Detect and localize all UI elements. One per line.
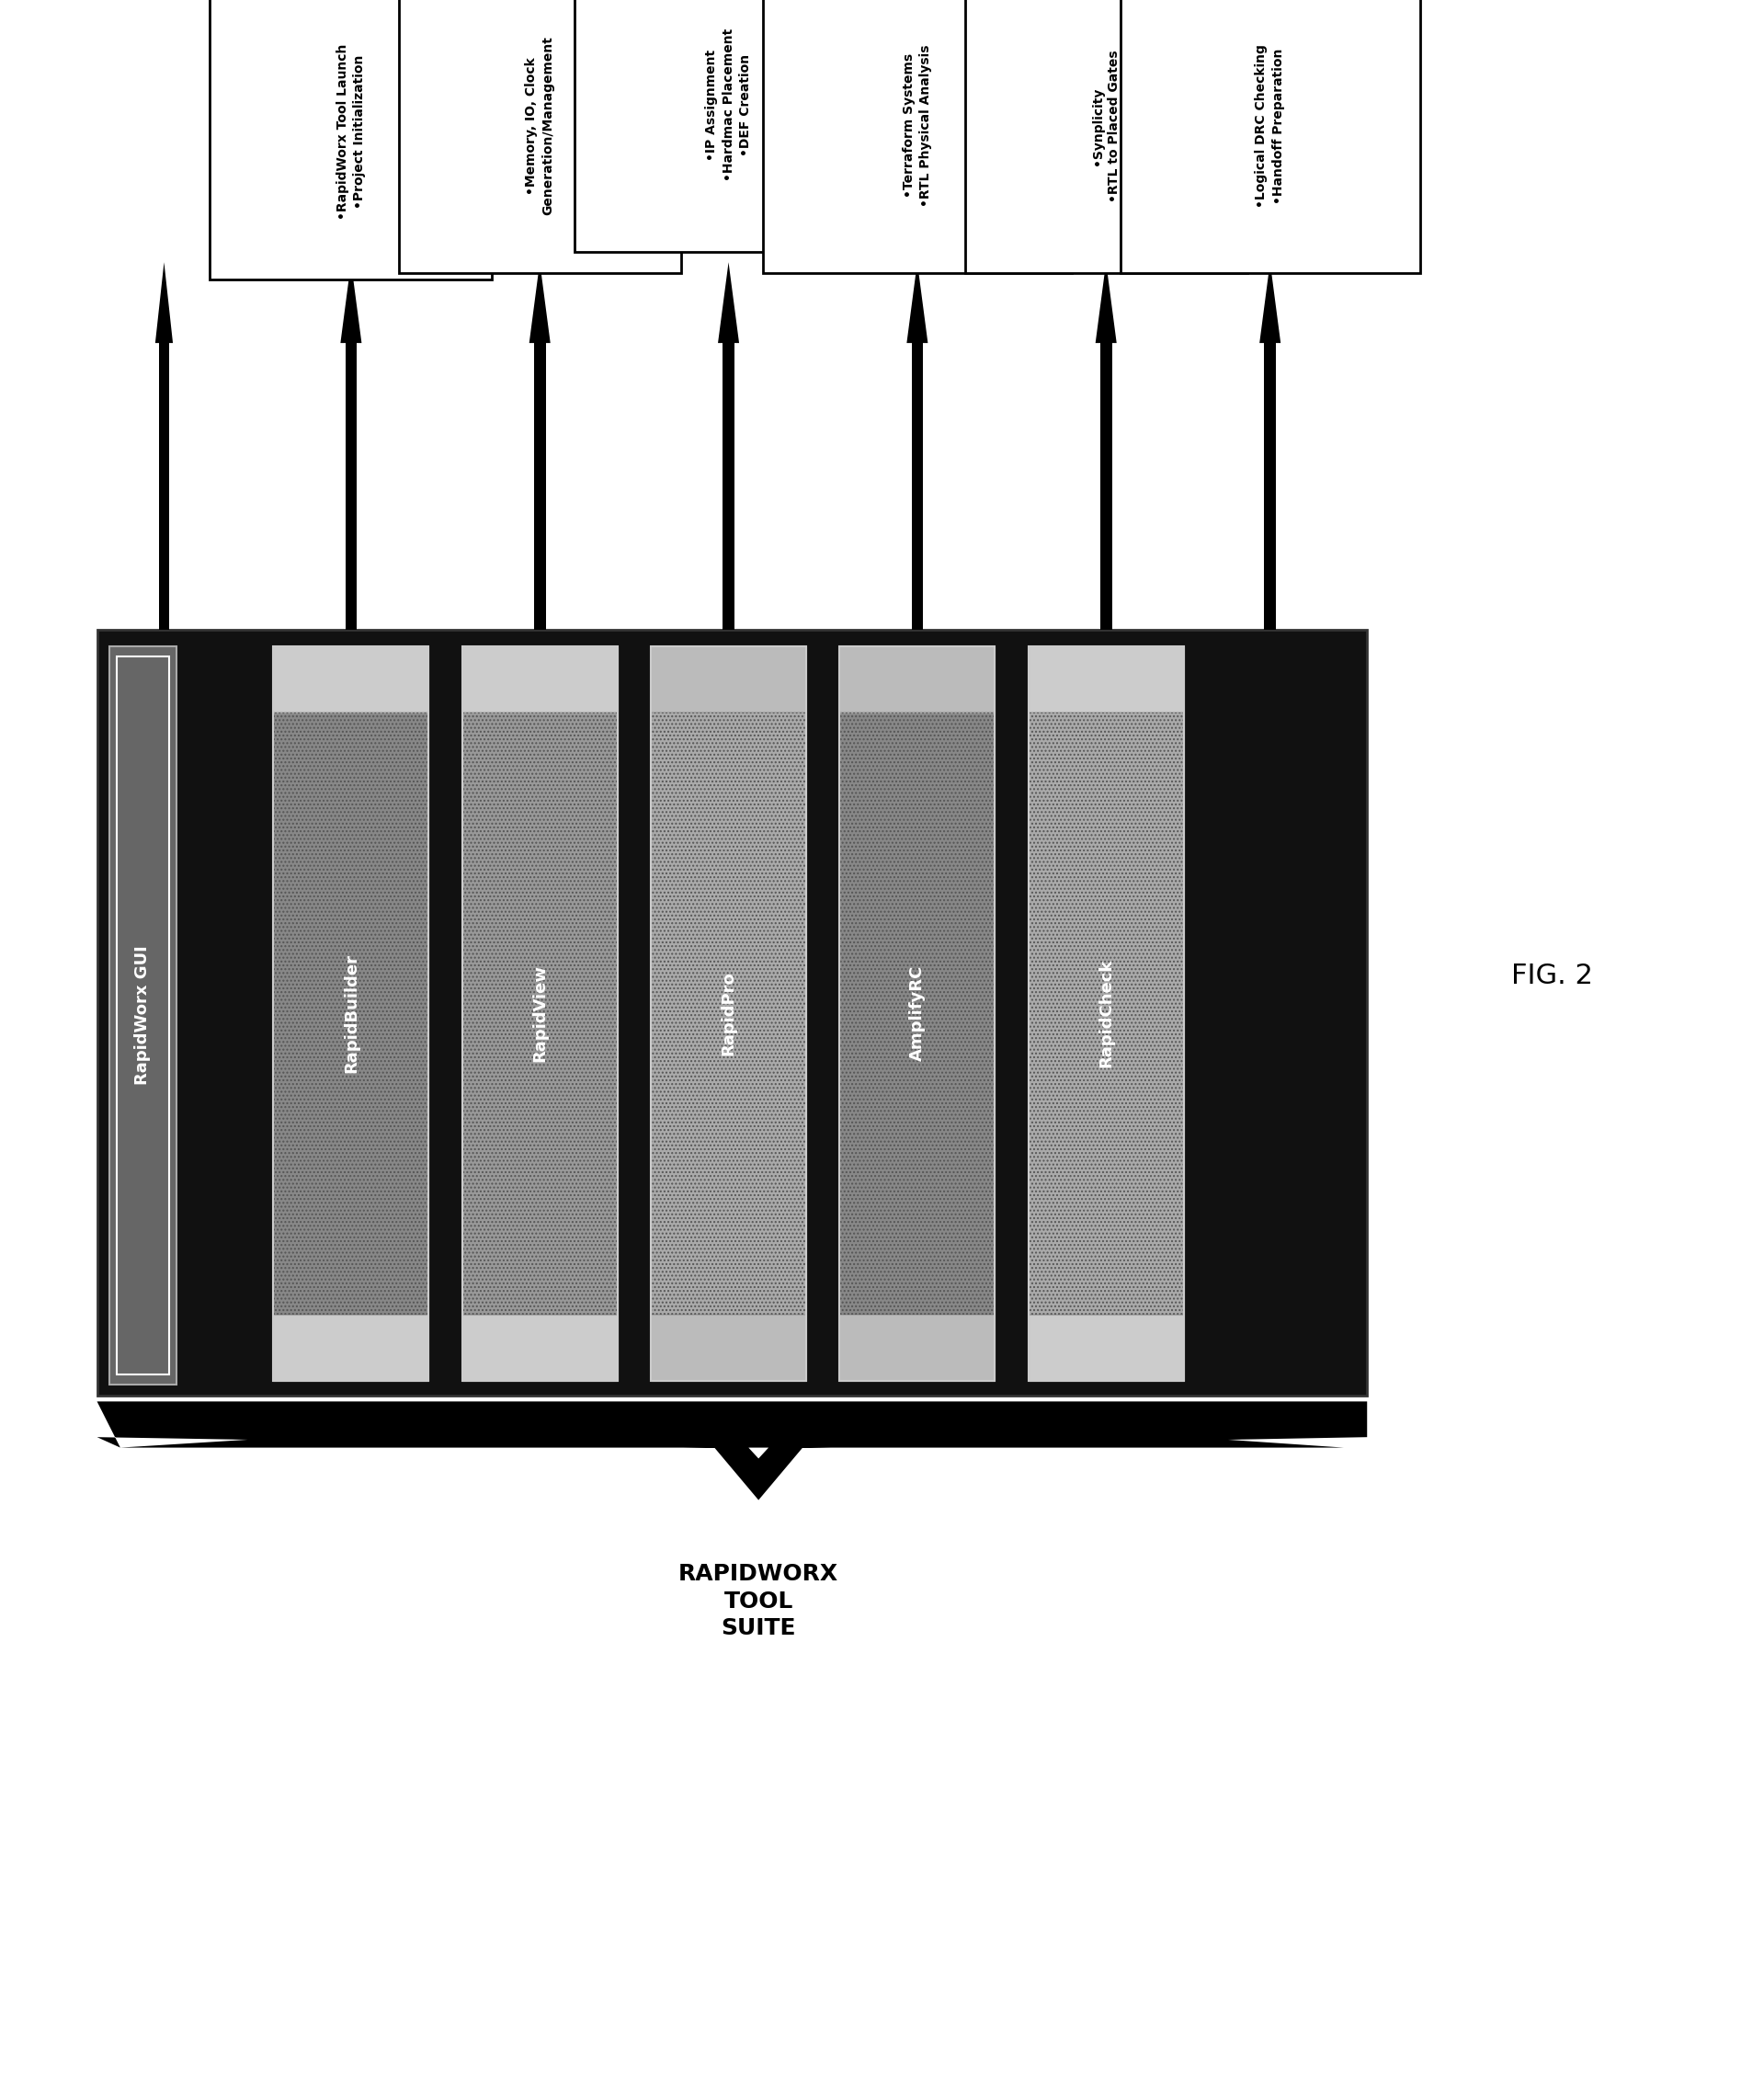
Bar: [840, 711, 995, 1313]
FancyBboxPatch shape: [965, 0, 1247, 273]
Bar: [462, 711, 617, 1313]
Polygon shape: [529, 262, 550, 342]
Text: RapidBuilder: RapidBuilder: [342, 955, 360, 1072]
Text: •RapidWorx Tool Launch
•Project Initialization: •RapidWorx Tool Launch •Project Initiali…: [337, 44, 365, 220]
Bar: [273, 711, 429, 1313]
Bar: [723, 342, 734, 629]
Text: RapidWorx GUI: RapidWorx GUI: [134, 946, 152, 1085]
Bar: [97, 629, 1367, 1395]
FancyBboxPatch shape: [573, 0, 882, 252]
Polygon shape: [1259, 262, 1281, 342]
Bar: [346, 342, 356, 629]
Bar: [651, 646, 806, 713]
Text: RAPIDWORX
TOOL
SUITE: RAPIDWORX TOOL SUITE: [679, 1563, 838, 1641]
Bar: [1028, 646, 1184, 713]
Text: •Memory, IO, Clock
Generation/Management: •Memory, IO, Clock Generation/Management: [526, 36, 554, 216]
Text: •Terraform Systems
•RTL Physical Analysis: •Terraform Systems •RTL Physical Analysi…: [903, 44, 931, 208]
Bar: [109, 646, 176, 1385]
Bar: [273, 646, 429, 713]
Bar: [840, 1313, 995, 1380]
Polygon shape: [155, 262, 173, 342]
Polygon shape: [907, 262, 928, 342]
FancyBboxPatch shape: [1120, 0, 1420, 273]
Bar: [651, 711, 806, 1313]
Bar: [912, 342, 923, 629]
Polygon shape: [1095, 262, 1117, 342]
Bar: [534, 342, 545, 629]
Bar: [1265, 342, 1275, 629]
Bar: [1028, 1313, 1184, 1380]
Text: AmplifyRC: AmplifyRC: [908, 965, 926, 1062]
Bar: [840, 646, 995, 1380]
Bar: [1028, 646, 1184, 1380]
Bar: [273, 711, 429, 1313]
Bar: [840, 646, 995, 713]
Text: RapidCheck: RapidCheck: [1097, 959, 1115, 1068]
Bar: [159, 342, 169, 629]
Text: •Logical DRC Checking
•Handoff Preparation: •Logical DRC Checking •Handoff Preparati…: [1256, 44, 1284, 208]
Polygon shape: [718, 262, 739, 342]
Bar: [1028, 711, 1184, 1313]
Text: RapidView: RapidView: [531, 965, 549, 1062]
FancyBboxPatch shape: [399, 0, 681, 273]
FancyBboxPatch shape: [762, 0, 1073, 273]
Bar: [840, 711, 995, 1313]
Bar: [1028, 711, 1184, 1313]
Text: RapidPro: RapidPro: [720, 971, 737, 1055]
Bar: [273, 1313, 429, 1380]
Text: •Synplicity
•RTL to Placed Gates: •Synplicity •RTL to Placed Gates: [1092, 50, 1120, 201]
Bar: [462, 711, 617, 1313]
Bar: [651, 1313, 806, 1380]
Bar: [462, 646, 617, 1380]
Bar: [651, 646, 806, 1380]
Bar: [273, 646, 429, 1380]
Bar: [1101, 342, 1111, 629]
Polygon shape: [97, 1401, 1367, 1500]
Polygon shape: [340, 262, 362, 342]
Bar: [462, 1313, 617, 1380]
Bar: [462, 646, 617, 713]
Bar: [116, 657, 169, 1374]
Bar: [651, 711, 806, 1313]
Text: FIG. 2: FIG. 2: [1512, 963, 1593, 988]
FancyBboxPatch shape: [210, 0, 492, 279]
Text: •IP Assignment
•Hardmac Placement
•DEF Creation: •IP Assignment •Hardmac Placement •DEF C…: [706, 29, 751, 180]
